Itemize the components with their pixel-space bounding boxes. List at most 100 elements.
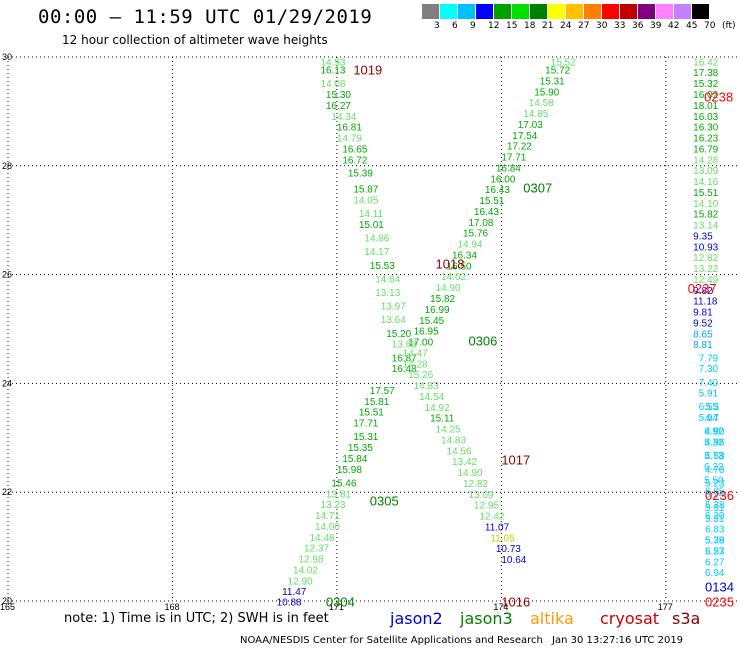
swh-value-s3a: 15.20 bbox=[386, 329, 411, 340]
pass-time-label: 1019 bbox=[353, 63, 382, 78]
swh-value-jason3: 14.28 bbox=[403, 359, 428, 370]
swh-value-s3a: 16.87 bbox=[392, 353, 417, 364]
swh-value-jason3: 15.26 bbox=[408, 370, 433, 381]
x-tick-label: 177 bbox=[658, 602, 673, 612]
swh-value-cryosat: 16.03 bbox=[693, 112, 718, 123]
swh-value-cryosat: 18.01 bbox=[693, 101, 718, 112]
swh-value-jason3: 14.58 bbox=[529, 98, 554, 109]
pass-time-label: 0305 bbox=[370, 493, 399, 508]
legend-satellite-altika: altika bbox=[530, 609, 574, 628]
swh-value-cryosat: 6.92 bbox=[704, 427, 724, 438]
legend-label: 42 bbox=[668, 21, 680, 31]
swh-value-jason3: 15.76 bbox=[463, 229, 488, 240]
legend-value-labels: 3 6 9 12 15 18 21 24 27 30 33 36 39 42 45 70 (ft) bbox=[422, 21, 740, 33]
swh-value-s3a: 14.11 bbox=[359, 209, 384, 220]
swh-value-cryosat: 5.73 bbox=[704, 451, 724, 462]
swh-value-jason3: 14.90 bbox=[457, 468, 482, 479]
swh-value-cryosat: 14.10 bbox=[693, 199, 718, 210]
credit-line: NOAA/NESDIS Center for Satellite Applica… bbox=[240, 635, 543, 646]
y-tick-label: 22 bbox=[2, 487, 12, 497]
swh-value-jason2: 4.90 bbox=[705, 427, 725, 438]
swh-value-s3a: 15.01 bbox=[359, 220, 384, 231]
swh-value-jason3: 16.00 bbox=[490, 174, 515, 185]
swh-value-s3a: 13.13 bbox=[375, 288, 400, 299]
legend-satellite-jason2: jason2 bbox=[390, 609, 443, 628]
legend-swatch bbox=[494, 4, 512, 19]
swh-value-s3a: 14.34 bbox=[331, 112, 356, 123]
swh-value-s3a: 12.37 bbox=[304, 544, 329, 555]
swh-value-jason3: 16.95 bbox=[414, 327, 439, 338]
swh-value-s3a: 15.51 bbox=[359, 408, 384, 419]
swh-value-cryosat: 6.05 bbox=[705, 487, 725, 498]
swh-value-cryosat: 15.51 bbox=[693, 188, 718, 199]
legend-swatch bbox=[638, 4, 656, 19]
swh-value-cryosat: 11.18 bbox=[693, 297, 718, 308]
swh-value-cryosat: 5.28 bbox=[705, 500, 725, 511]
axis-tick-labels: 20 22 24 26 28 30 165 168 171 174 177 bbox=[0, 52, 673, 612]
swh-value-jason3: 16.34 bbox=[452, 250, 477, 261]
swh-value-cryosat: 12.49 bbox=[693, 275, 718, 286]
legend-swatch bbox=[530, 4, 548, 19]
swh-value-jason3: 12.42 bbox=[479, 512, 504, 523]
swh-value-s3a: 15.31 bbox=[353, 432, 378, 443]
swh-value-cryosat: 16.30 bbox=[693, 123, 718, 134]
swh-value-cryosat: 15.32 bbox=[693, 79, 718, 90]
swh-value-cryosat: 7.79 bbox=[699, 353, 719, 364]
legend-label: (ft) bbox=[722, 21, 736, 31]
swh-value-jason3: 15.90 bbox=[534, 87, 559, 98]
swh-value-s3a: 16.48 bbox=[392, 364, 417, 375]
legend-swatch bbox=[548, 4, 566, 19]
swh-value-jason3: 13.09 bbox=[468, 490, 493, 501]
swh-value-s3a: 13.64 bbox=[381, 315, 406, 326]
chart-title: 00:00 – 11:59 UTC 01/29/2019 bbox=[38, 6, 373, 28]
swh-value-s3a: 15.53 bbox=[370, 261, 395, 272]
swh-value-cryosat: 9.52 bbox=[693, 318, 713, 329]
pass-time-label: 0236 bbox=[705, 488, 734, 503]
swh-value-cryosat: 6.83 bbox=[705, 525, 725, 536]
swh-value-s3a: 14.02 bbox=[293, 565, 318, 576]
legend-label: 9 bbox=[470, 21, 476, 31]
swh-value-jason3: 15.72 bbox=[545, 66, 570, 77]
swh-value-s3a: 15.84 bbox=[342, 454, 367, 465]
swh-value-jason2: 5.78 bbox=[705, 536, 725, 547]
swh-value-jason3: 15.82 bbox=[430, 294, 455, 305]
swh-value-s3a: 14.08 bbox=[320, 79, 345, 90]
swh-value-s3a: 17.71 bbox=[353, 419, 378, 430]
swh-value-s3a: 16.27 bbox=[326, 101, 351, 112]
swh-value-jason2: 4.58 bbox=[705, 451, 725, 462]
swh-value-cryosat: 5.27 bbox=[705, 546, 725, 557]
swh-value-jason3: 15.11 bbox=[430, 414, 455, 425]
legend-label: 12 bbox=[488, 21, 500, 31]
swh-value-s3a: 14.64 bbox=[375, 274, 400, 285]
swh-value-s3a: 17.57 bbox=[370, 386, 395, 397]
legend-label: 15 bbox=[506, 21, 518, 31]
swh-value-jason3: 14.25 bbox=[436, 425, 461, 436]
x-tick-label: 174 bbox=[493, 602, 508, 612]
swh-value-cryosat: 17.38 bbox=[693, 68, 718, 79]
legend-color-boxes bbox=[422, 4, 740, 19]
swh-value-jason3: 17.22 bbox=[507, 142, 532, 153]
legend-swatch bbox=[422, 4, 440, 19]
legend-swatch bbox=[620, 4, 638, 19]
swh-value-jason3: 14.56 bbox=[447, 446, 472, 457]
swh-value-s3a: 13.81 bbox=[326, 489, 351, 500]
swh-value-jason3: 15.45 bbox=[419, 316, 444, 327]
swh-value-s3a: 15.46 bbox=[331, 478, 356, 489]
swh-value-s3a: 14.71 bbox=[315, 511, 340, 522]
legend-label: 33 bbox=[614, 21, 626, 31]
swh-value-cryosat: 5.50 bbox=[704, 476, 724, 487]
y-tick-label: 20 bbox=[2, 596, 12, 606]
swh-value-jason2: 4.96 bbox=[705, 438, 725, 449]
swh-value-jason3: 15.52 bbox=[551, 57, 576, 68]
legend-swatch bbox=[476, 4, 494, 19]
swh-value-cryosat: 16.02 bbox=[693, 90, 718, 101]
swh-value-s3a: 14.48 bbox=[309, 533, 334, 544]
y-tick-label: 24 bbox=[2, 378, 12, 388]
swh-value-jason2: 6.53 bbox=[705, 546, 725, 557]
swh-value-s3a: 16.13 bbox=[320, 66, 345, 77]
legend-label: 21 bbox=[542, 21, 554, 31]
swh-value-jason2: 5.31 bbox=[705, 503, 725, 514]
pass-time-label: 1017 bbox=[501, 453, 530, 468]
legend-swatch bbox=[458, 4, 476, 19]
